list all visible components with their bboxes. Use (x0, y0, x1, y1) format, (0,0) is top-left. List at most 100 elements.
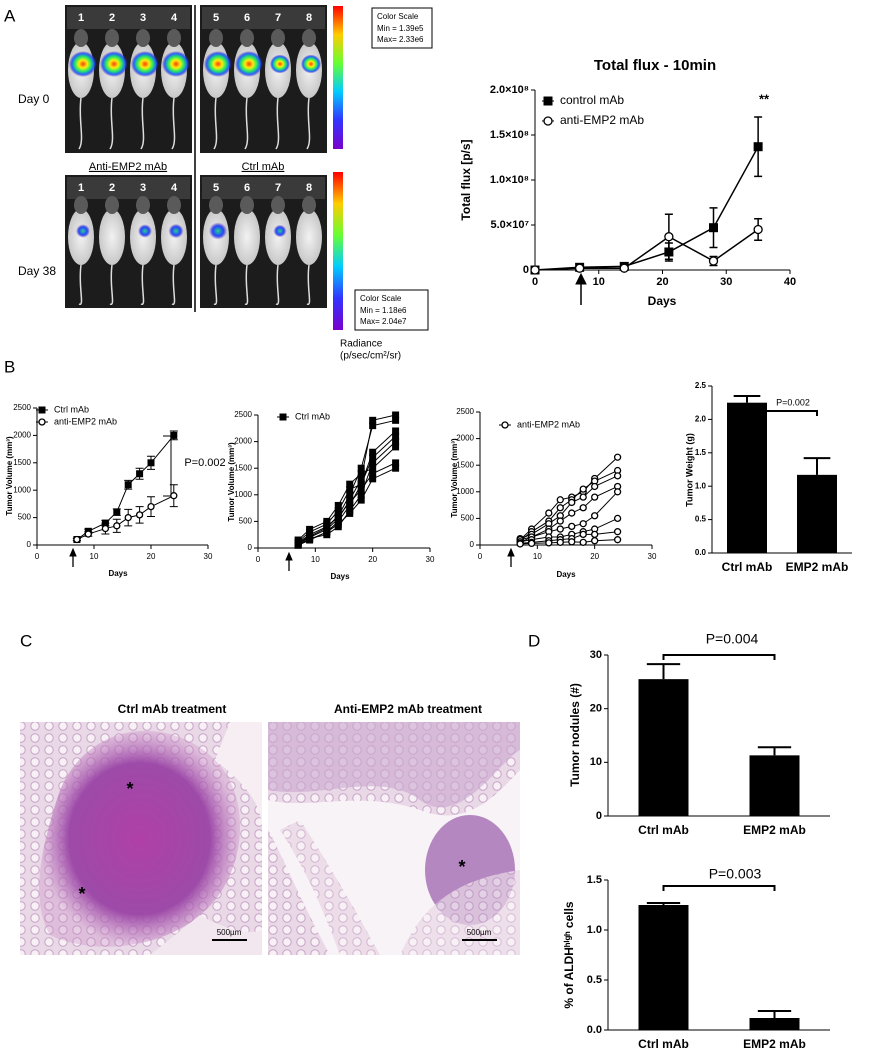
marker (306, 535, 314, 543)
mouse-head (302, 196, 316, 214)
x-tick-label: 20 (147, 552, 156, 561)
mouse-number: 5 (213, 12, 219, 24)
mouse-tail (244, 97, 249, 150)
mouse-number: 6 (244, 12, 250, 24)
signal (100, 51, 128, 77)
marker (170, 492, 178, 500)
marker (753, 224, 763, 235)
marker (334, 501, 342, 509)
mouse-tail (171, 264, 176, 305)
y-axis-label: Tumor nodules (#) (568, 683, 582, 787)
marker (369, 422, 377, 430)
marker (556, 517, 564, 525)
histology-image (268, 722, 520, 955)
scale-text: Color Scale (360, 294, 402, 303)
mouse-tail (213, 264, 218, 305)
mouse-tail (140, 97, 145, 150)
marker (619, 263, 629, 273)
annotation: P=0.002 (184, 457, 225, 469)
significance-bracket (746, 410, 818, 416)
x-tick-label: 30 (720, 276, 732, 288)
radiance-label: Radiance (340, 339, 383, 350)
mouse-tail (275, 97, 280, 150)
legend-label: anti-EMP2 mAb (517, 419, 580, 429)
bar (638, 905, 689, 1030)
imaging-holder (67, 177, 190, 199)
y-axis-label: Tumor Weight (g) (684, 433, 694, 507)
marker (568, 538, 576, 546)
mouse-head (271, 29, 285, 47)
mouse-tail (140, 264, 145, 305)
marker (613, 472, 622, 480)
y-tick-label: 30 (590, 649, 602, 661)
group-label: Anti-EMP2 mAb (89, 161, 167, 173)
y-tick-label: 2500 (13, 403, 31, 412)
group-label: Ctrl mAb (242, 161, 285, 173)
x-axis-label: Days (556, 570, 576, 579)
marker (568, 509, 576, 517)
x-tick-label: 30 (648, 552, 657, 561)
mouse-number: 8 (306, 182, 312, 194)
mouse-number: 1 (78, 12, 84, 24)
image-title: Anti-EMP2 mAb treatment (334, 702, 482, 716)
marker (591, 530, 599, 539)
marker (613, 514, 622, 523)
imaging-holder (202, 7, 325, 29)
scale-text: Color Scale (377, 12, 419, 21)
marker (147, 459, 155, 467)
marker (545, 509, 553, 517)
scale-text: Min = 1.18e6 (360, 306, 407, 315)
y-tick-label: 1.5 (695, 448, 707, 457)
scale-text: Max= 2.33e6 (377, 35, 424, 44)
marker (323, 528, 331, 536)
significance-bracket (662, 654, 776, 660)
legend-label: control mAb (560, 93, 624, 107)
scale-box (354, 289, 429, 331)
mouse-head (240, 196, 254, 214)
marker (708, 256, 719, 266)
chart-title: Total flux - 10min (594, 57, 716, 74)
marker (323, 517, 331, 525)
imaging-holder (202, 177, 325, 199)
marker (664, 232, 674, 242)
error-bar (733, 395, 761, 403)
marker (753, 142, 763, 152)
marker (113, 522, 121, 530)
mouse-tail (78, 264, 83, 305)
error-bar (803, 457, 831, 475)
significance-bracket (662, 885, 776, 891)
marker (613, 488, 622, 496)
legend-marker (501, 421, 509, 429)
marker (101, 524, 110, 533)
marker (591, 482, 599, 491)
mouse (265, 209, 291, 265)
marker (568, 522, 576, 531)
mouse-number: 1 (78, 182, 84, 194)
error-bar (646, 663, 681, 680)
y-tick-label: 500 (461, 514, 475, 523)
legend-label: anti-EMP2 mAb (560, 113, 644, 127)
mouse-head (74, 29, 88, 47)
bar (797, 474, 837, 553)
x-tick-label: Ctrl mAb (722, 560, 773, 574)
marker (392, 443, 400, 451)
x-tick-label: Ctrl mAb (638, 823, 689, 837)
bar (727, 402, 767, 553)
legend-marker (38, 406, 46, 414)
series-line (534, 146, 759, 271)
y-tick-label: 1.5 (587, 874, 602, 886)
marker (545, 539, 553, 547)
error-bar (646, 902, 681, 905)
imaging-panel: 1 2 3 4 5 6 7 8 1 2 3 4 5 6 7 8 (65, 5, 327, 308)
x-tick-label: 0 (478, 552, 483, 561)
scale-bar-label: 500µm (467, 928, 492, 937)
x-tick-label: EMP2 mAb (743, 823, 806, 837)
y-tick-label: 1500 (456, 460, 474, 469)
x-tick-label: EMP2 mAb (743, 1037, 806, 1050)
marker (579, 485, 587, 493)
scale-text: Max= 2.04e7 (360, 317, 407, 326)
scale-bar-label: 500µm (217, 928, 242, 937)
signal (162, 51, 190, 77)
annotation: P=0.003 (709, 866, 762, 882)
mouse-head (209, 196, 223, 214)
